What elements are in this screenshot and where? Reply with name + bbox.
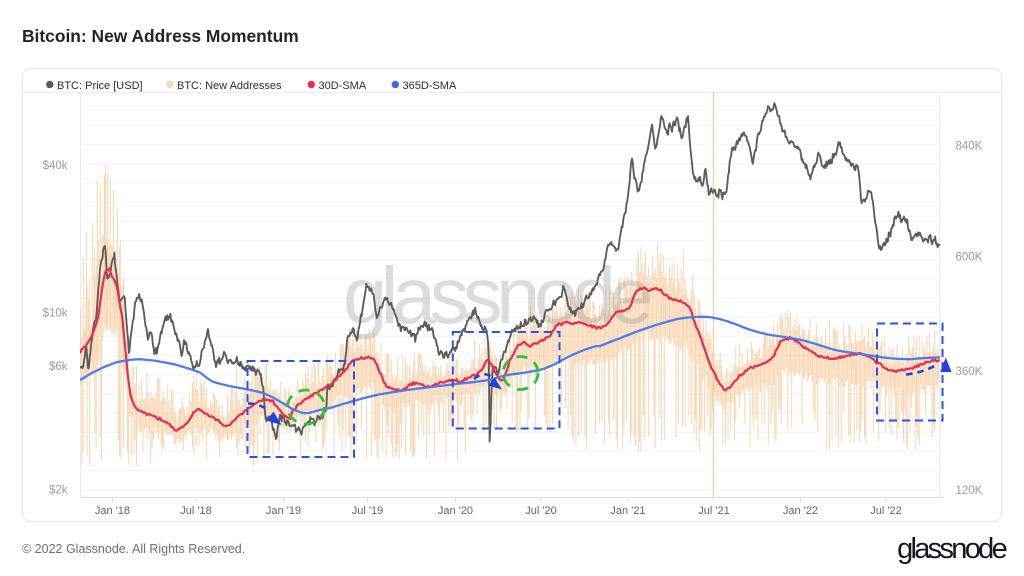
svg-text:120K: 120K bbox=[956, 485, 983, 497]
svg-text:365D-SMA: 365D-SMA bbox=[403, 80, 457, 92]
svg-text:$40k: $40k bbox=[43, 160, 68, 172]
svg-text:$2k: $2k bbox=[49, 484, 68, 496]
svg-text:600K: 600K bbox=[956, 252, 983, 264]
svg-text:© 2022 Glassnode. All Rights R: © 2022 Glassnode. All Rights Reserved. bbox=[22, 542, 245, 556]
svg-text:840K: 840K bbox=[956, 141, 983, 153]
svg-text:Jan '21: Jan '21 bbox=[610, 505, 645, 517]
svg-text:$10k: $10k bbox=[43, 308, 68, 320]
svg-text:BTC: New Addresses: BTC: New Addresses bbox=[177, 80, 282, 92]
svg-text:Jul '20: Jul '20 bbox=[525, 505, 556, 517]
svg-text:Jan '18: Jan '18 bbox=[95, 505, 130, 517]
svg-text:Jan '20: Jan '20 bbox=[438, 505, 473, 517]
svg-text:Bitcoin: New Address Momentum: Bitcoin: New Address Momentum bbox=[22, 26, 299, 46]
svg-text:glassnode: glassnode bbox=[897, 533, 1006, 565]
svg-text:Jul '19: Jul '19 bbox=[352, 505, 383, 517]
svg-text:Jul '18: Jul '18 bbox=[180, 505, 211, 517]
svg-text:Jul '22: Jul '22 bbox=[870, 505, 901, 517]
svg-text:360K: 360K bbox=[956, 366, 983, 378]
svg-text:Jul '21: Jul '21 bbox=[698, 505, 729, 517]
svg-text:30D-SMA: 30D-SMA bbox=[319, 80, 367, 92]
svg-text:$6k: $6k bbox=[49, 361, 68, 373]
svg-text:BTC: Price [USD]: BTC: Price [USD] bbox=[57, 80, 143, 92]
svg-text:Jan '19: Jan '19 bbox=[266, 505, 301, 517]
svg-text:Jan '22: Jan '22 bbox=[783, 505, 818, 517]
